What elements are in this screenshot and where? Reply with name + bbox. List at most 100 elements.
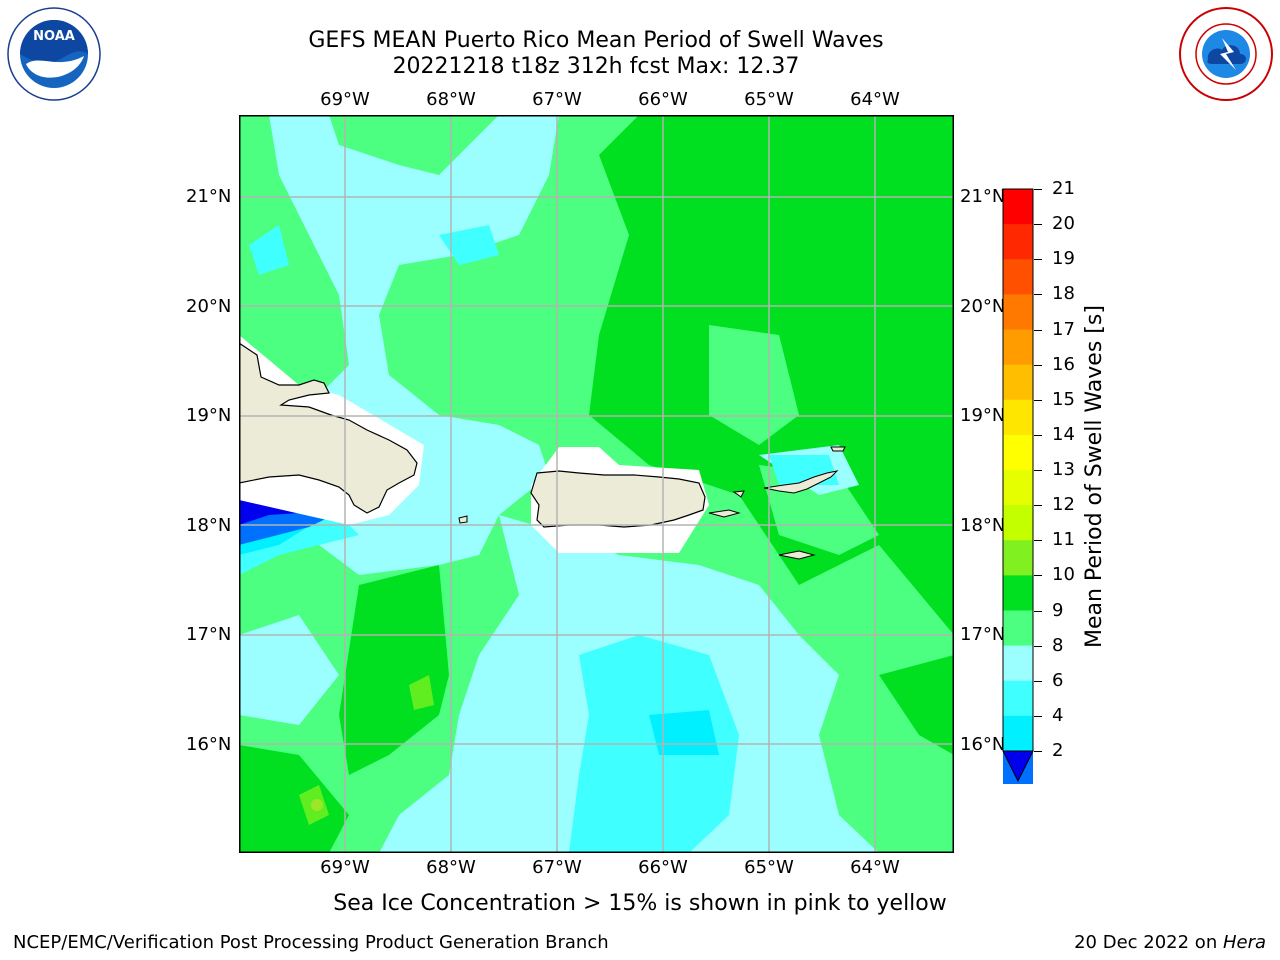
field-11-12-b xyxy=(409,675,434,710)
footer-date: 20 Dec 2022 on xyxy=(1074,932,1223,953)
land-vieques xyxy=(708,509,741,518)
colorbar-tick-label: 21 xyxy=(1052,178,1075,199)
colorbar-tick-mark xyxy=(1034,294,1042,296)
land-puertorico xyxy=(530,470,706,528)
colorbar-band xyxy=(1003,470,1033,506)
lon-label-bottom: 67°W xyxy=(532,857,582,878)
land-anegada xyxy=(830,446,846,452)
colorbar-band xyxy=(1003,294,1033,330)
colorbar-tick-mark xyxy=(1034,259,1042,261)
chart-title-line2: 20221218 t18z 312h fcst Max: 12.37 xyxy=(392,54,800,79)
colorbar-band xyxy=(1003,645,1033,682)
noaa-logo: NOAA xyxy=(7,7,101,101)
land-hispaniola xyxy=(239,342,418,514)
colorbar-band xyxy=(1003,610,1033,647)
colorbar-tick-label: 2 xyxy=(1052,740,1064,761)
lat-label-left: 16°N xyxy=(186,734,232,755)
lon-label-top: 68°W xyxy=(426,89,476,110)
lon-label-bottom: 64°W xyxy=(850,857,900,878)
lon-label-bottom: 65°W xyxy=(744,857,794,878)
field-10-11-southwest xyxy=(339,565,449,775)
colorbar-tick-mark xyxy=(1034,224,1042,226)
chart-title-line1: GEFS MEAN Puerto Rico Mean Period of Swe… xyxy=(308,28,884,53)
colorbar xyxy=(1002,188,1034,784)
lat-label-left: 19°N xyxy=(186,405,232,426)
colorbar-tick-label: 20 xyxy=(1052,213,1075,235)
colorbar-tick-mark xyxy=(1034,434,1042,436)
colorbar-tick-mark xyxy=(1034,189,1042,190)
colorbar-band xyxy=(1003,224,1033,260)
colorbar-tick-mark xyxy=(1034,540,1042,542)
lat-label-right: 17°N xyxy=(960,624,1006,645)
colorbar-tick-mark xyxy=(1034,715,1042,717)
colorbar-tick-label: 15 xyxy=(1052,388,1075,410)
colorbar-tick-label: 17 xyxy=(1052,318,1075,340)
field-10-11-right xyxy=(879,655,954,755)
colorbar-tick-mark xyxy=(1034,470,1042,471)
lon-label-top: 69°W xyxy=(320,89,370,110)
lat-label-right: 18°N xyxy=(960,515,1006,536)
map-grid xyxy=(239,115,954,853)
colorbar-tick-label: 18 xyxy=(1052,283,1075,305)
colorbar-tick-label: 16 xyxy=(1052,353,1075,375)
colorbar-tick-label: 13 xyxy=(1052,459,1075,480)
colorbar-tick-label: 14 xyxy=(1052,423,1075,445)
swell-period-map xyxy=(239,115,954,853)
colorbar-tick-label: 10 xyxy=(1052,564,1075,586)
colorbar-band xyxy=(1003,399,1033,436)
lon-label-top: 64°W xyxy=(850,89,900,110)
colorbar-tick-mark xyxy=(1034,364,1042,366)
colorbar-band xyxy=(1003,680,1033,717)
field-9-10-gap xyxy=(709,325,799,445)
field-2-4-west xyxy=(239,510,344,545)
land-mona xyxy=(458,515,468,524)
colorbar-tick-label: 6 xyxy=(1052,669,1064,691)
colorbar-tick-label: 9 xyxy=(1052,599,1064,621)
lon-label-bottom: 66°W xyxy=(638,857,688,878)
colorbar-band xyxy=(1003,575,1033,611)
footer-left: NCEP/EMC/Verification Post Processing Pr… xyxy=(13,932,609,953)
colorbar-band xyxy=(1003,259,1033,295)
lon-label-bottom: 69°W xyxy=(320,857,370,878)
lat-label-right: 20°N xyxy=(960,296,1006,317)
lon-label-bottom: 68°W xyxy=(426,857,476,878)
noaa-logo-text: NOAA xyxy=(33,29,75,44)
colorbar-band xyxy=(1003,434,1033,471)
colorbar-tick-mark xyxy=(1034,329,1042,331)
colorbar-tick-label: 4 xyxy=(1052,704,1064,726)
field-4-6-south xyxy=(649,710,719,755)
colorbar-band xyxy=(1003,329,1033,366)
footer-right: 20 Dec 2022 on Hera xyxy=(1074,932,1266,953)
map-frame xyxy=(239,115,954,853)
colorbar-tick-mark xyxy=(1034,751,1042,752)
colorbar-band xyxy=(1003,505,1033,541)
sea-ice-note: Sea Ice Concentration > 15% is shown in … xyxy=(333,891,947,916)
land-stcroix xyxy=(778,550,816,560)
colorbar-label: Mean Period of Swell Waves [s] xyxy=(1082,305,1107,648)
nws-logo xyxy=(1179,7,1273,101)
lat-label-left: 18°N xyxy=(186,515,232,536)
lon-label-top: 65°W xyxy=(744,89,794,110)
lat-label-right: 21°N xyxy=(960,186,1006,207)
colorbar-tick-mark xyxy=(1034,505,1042,507)
colorbar-tick-label: 12 xyxy=(1052,494,1075,516)
colorbar-band xyxy=(1003,540,1033,576)
colorbar-band xyxy=(1003,189,1033,225)
lat-label-right: 16°N xyxy=(960,734,1006,755)
field-8-9-sw xyxy=(239,615,339,725)
colorbar-tick-mark xyxy=(1034,399,1042,401)
lat-label-left: 20°N xyxy=(186,296,232,317)
colorbar-tick-mark xyxy=(1034,680,1042,682)
lon-label-top: 66°W xyxy=(638,89,688,110)
field-6-8-nw xyxy=(249,225,289,275)
field-12-13-a xyxy=(311,799,323,811)
field-10-11-bottomleft xyxy=(239,745,349,853)
lon-label-top: 67°W xyxy=(532,89,582,110)
colorbar-tick-mark xyxy=(1034,645,1042,647)
lat-label-left: 21°N xyxy=(186,186,232,207)
lat-label-left: 17°N xyxy=(186,624,232,645)
colorbar-band xyxy=(1003,364,1033,401)
lat-label-right: 19°N xyxy=(960,405,1006,426)
field-6-8-north xyxy=(439,225,499,265)
colorbar-tick-label: 19 xyxy=(1052,248,1075,270)
